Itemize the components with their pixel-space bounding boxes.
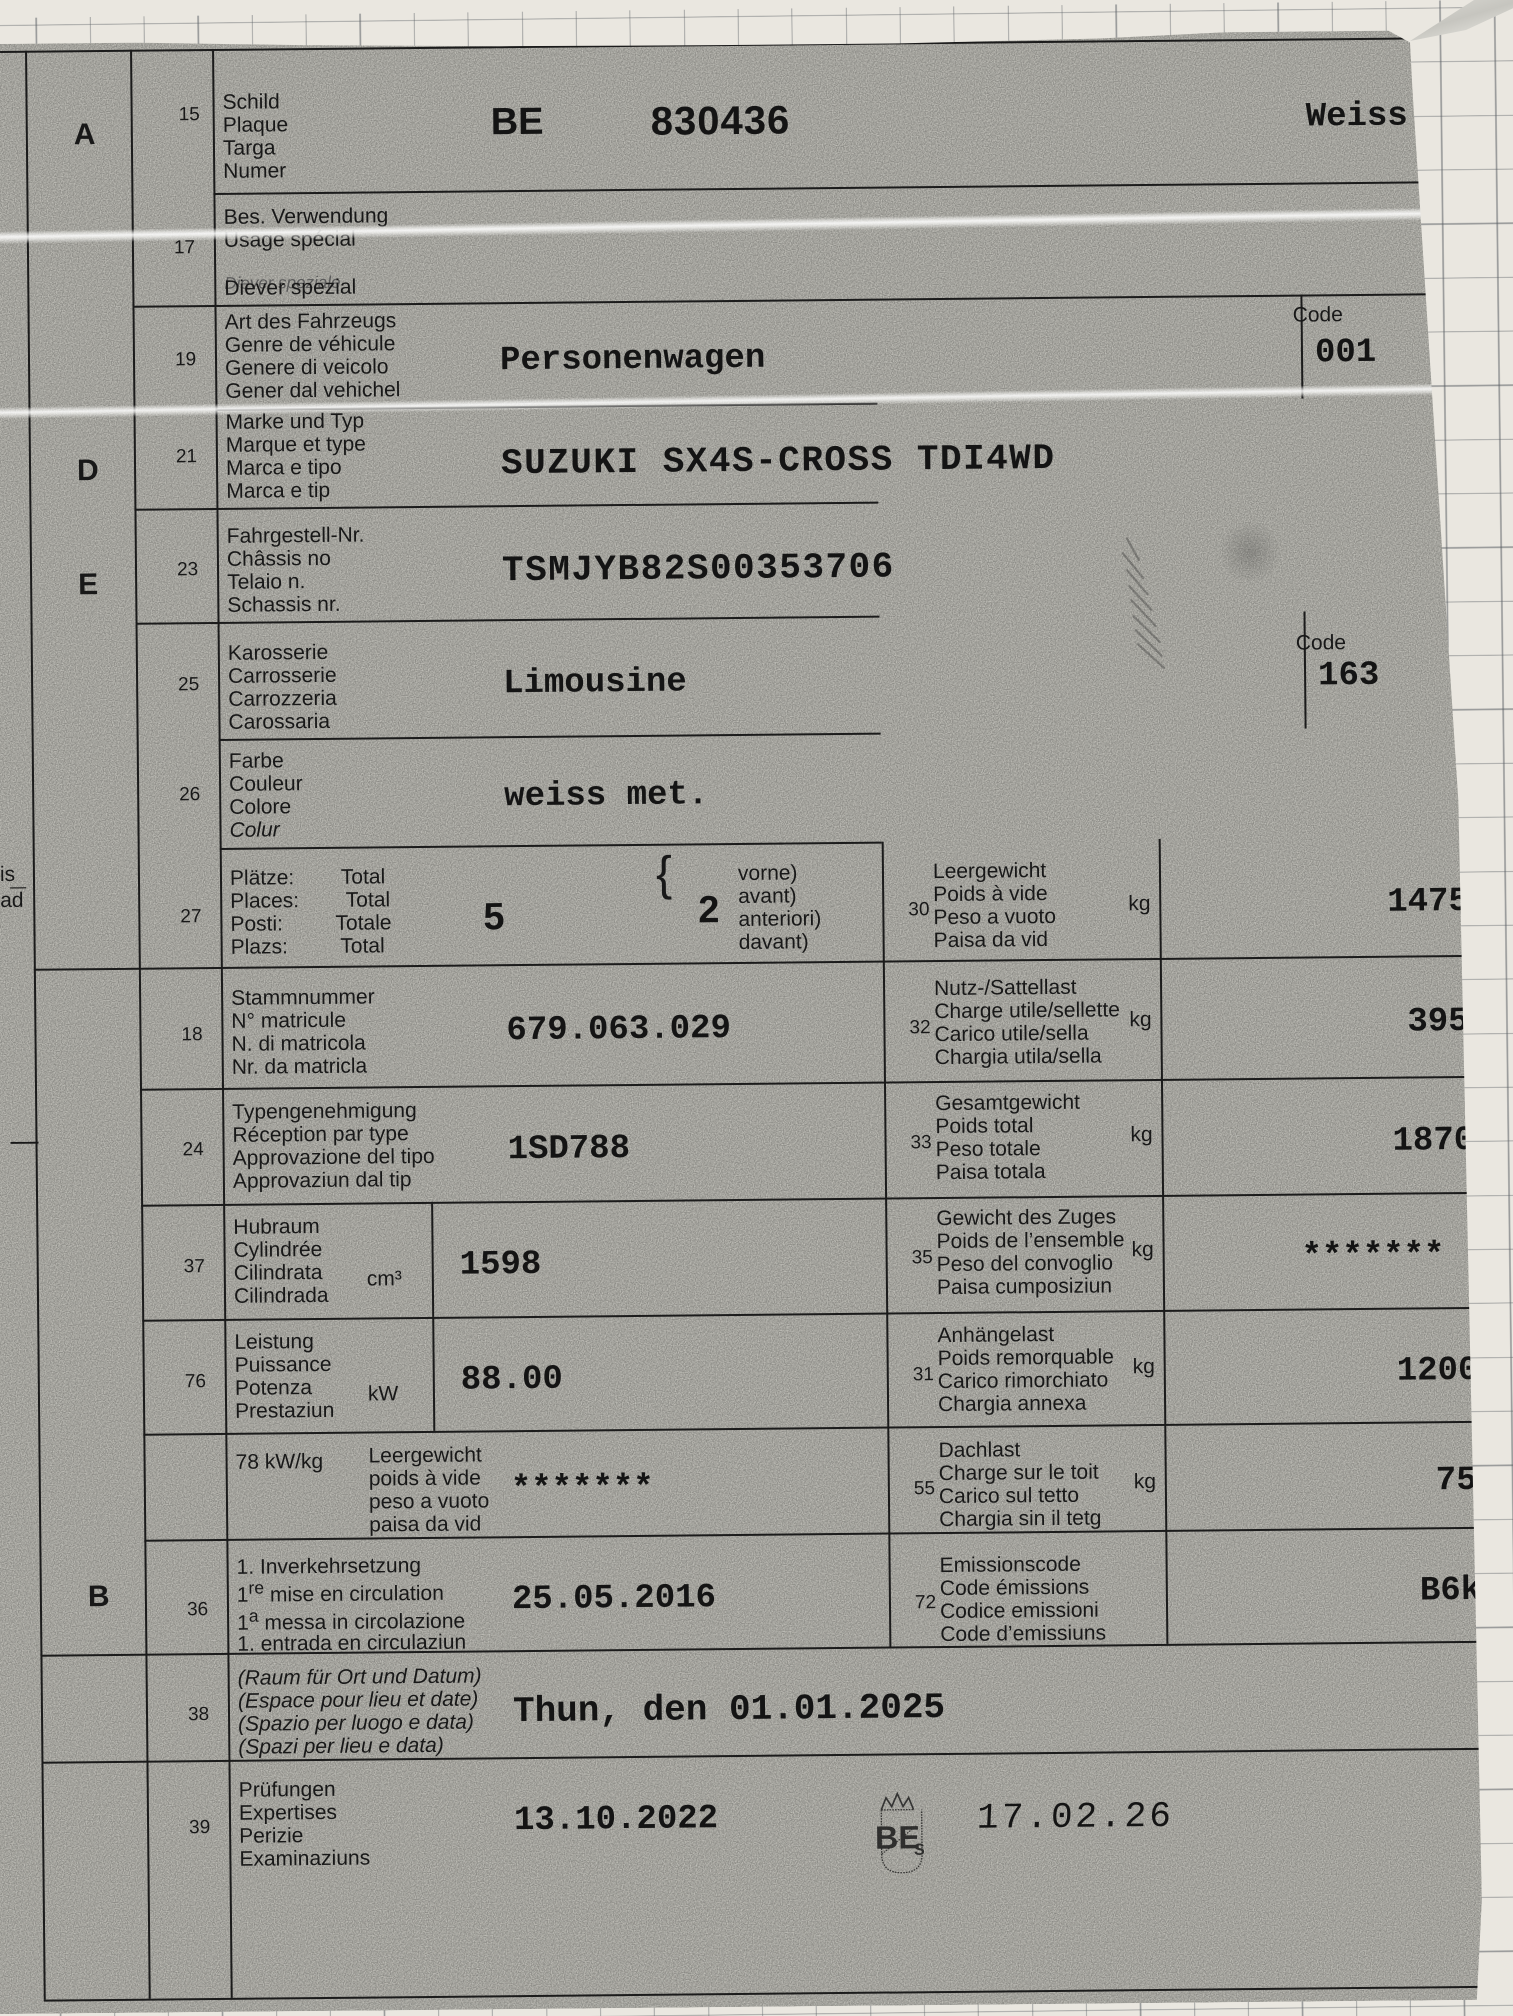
svg-text:S: S [914, 1841, 925, 1859]
